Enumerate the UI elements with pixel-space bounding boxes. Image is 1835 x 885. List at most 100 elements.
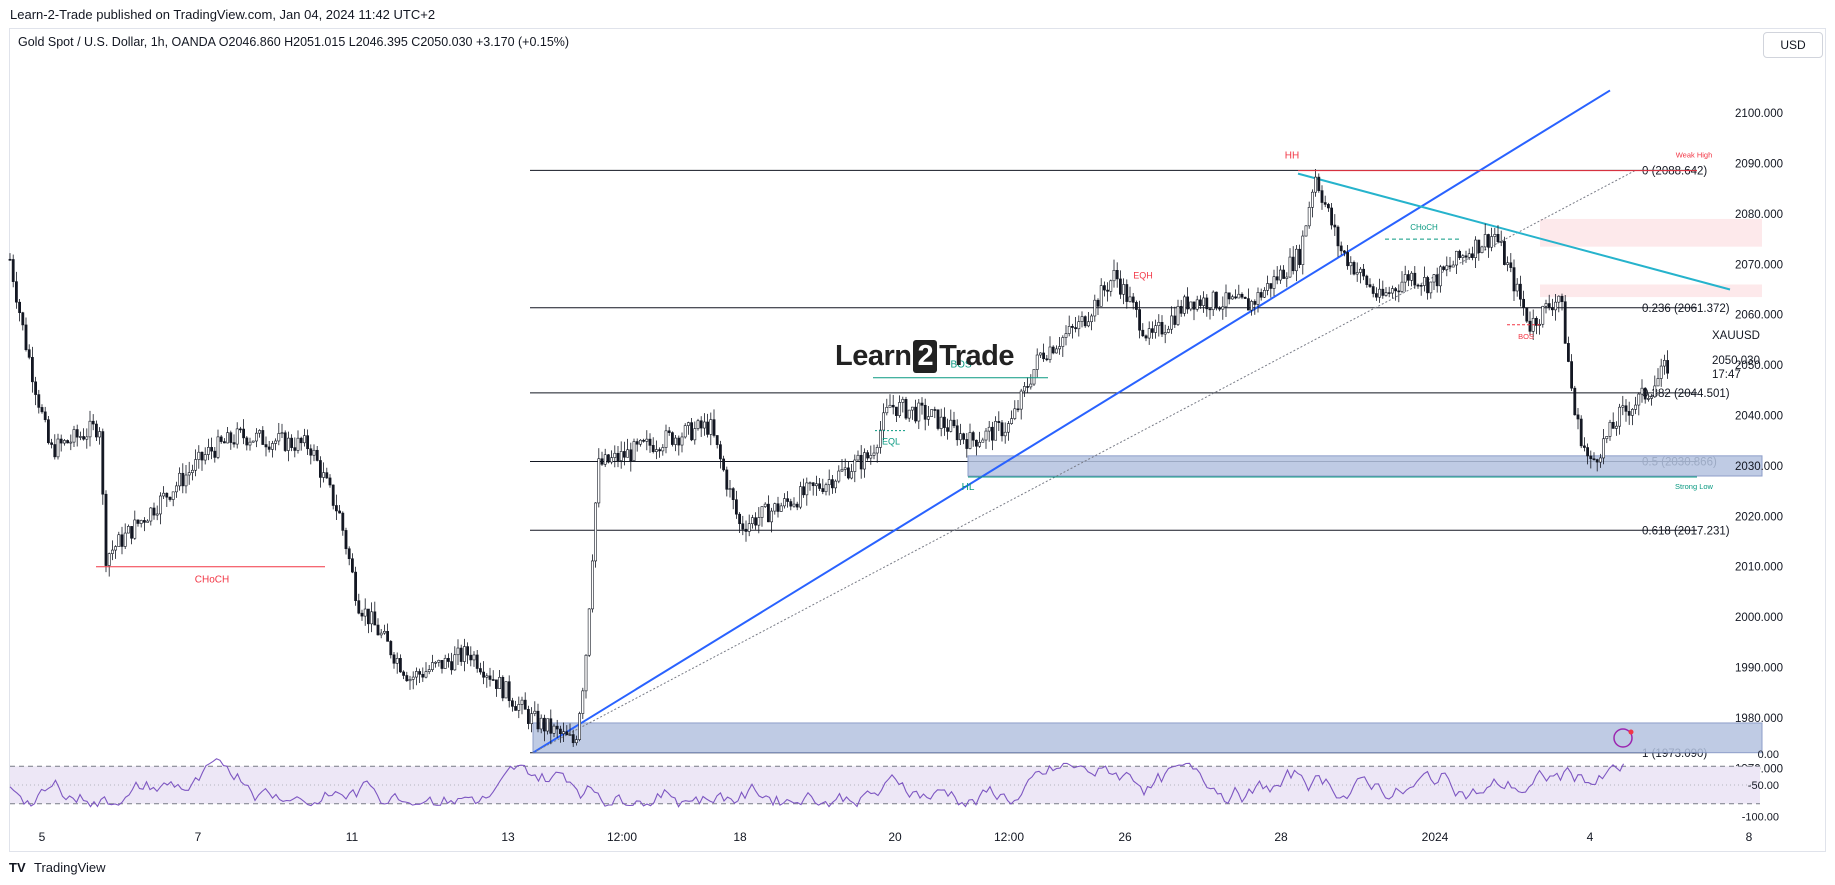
candle-body [1563,301,1567,344]
candle-body [1666,360,1670,374]
choch-top-label: CHoCH [1410,223,1438,232]
time-tick-label: 8 [1746,830,1753,844]
candle-body [293,447,297,451]
candle-body [1557,295,1561,303]
candle-body [258,430,262,434]
candle-body [581,690,585,714]
candle-body [613,452,617,458]
candle-body [1311,191,1314,208]
candle-body [405,675,409,682]
candle-body [1221,306,1225,310]
candle-body [1576,414,1580,420]
candle-body [1039,352,1042,356]
candle-body [488,675,492,680]
candle-body [347,548,351,560]
candle-body [904,399,908,419]
candle-body [53,444,57,458]
tradingview-footer[interactable]: TV TradingView [9,860,106,875]
candle-body [1096,299,1100,307]
candle-body [555,725,559,730]
candle-body [18,301,22,313]
candle-body [1010,418,1014,424]
candle-body [334,505,338,512]
candle-body [1464,255,1468,258]
time-tick-label: 12:00 [994,830,1024,844]
candle-body [635,441,639,445]
candle-body [709,419,713,435]
candle-body [1173,315,1177,325]
candle-body [498,676,502,689]
candle-body [1448,265,1452,268]
candle-body [962,433,966,440]
price-tick-label: 2100.000 [1735,108,1783,120]
candle-body [786,498,790,502]
candle-body [187,472,191,476]
currency-button[interactable]: USD [1763,32,1823,58]
watermark-post: Trade [939,340,1014,372]
candle-body [1006,423,1010,433]
candle-body [1000,422,1004,437]
candle-body [79,436,82,438]
candle-body [34,381,38,395]
candle-body [15,281,18,303]
candle-body [690,422,694,441]
candle-body [990,426,994,441]
time-tick-label: 5 [39,830,46,844]
candle-body [1637,393,1641,406]
candle-body [571,734,575,744]
candle-body [1643,387,1647,400]
watermark-pre: Learn [835,340,912,372]
candle-body [1186,296,1190,310]
candle-body [219,436,223,442]
candle-body [722,458,726,471]
candle-body [1067,326,1071,334]
candle-body [1589,455,1593,460]
candle-body [866,452,870,459]
candle-body [638,439,642,445]
candle-body [728,488,732,490]
uptrend-line [532,89,1611,754]
candle-body [1151,328,1154,333]
candle-body [1474,239,1478,258]
price-tick-label: 2040.000 [1735,411,1783,423]
candle-body [654,449,658,452]
candle-body [514,706,518,711]
candle-body [107,553,111,566]
candle-body [98,431,102,438]
candle-body [619,451,623,462]
candle-body [789,501,793,507]
candle-body [1467,253,1471,258]
time-tick-label: 7 [195,830,202,844]
candle-body [1599,457,1602,463]
fib-label: 0 (2088.642) [1642,165,1707,177]
candle-body [434,661,438,664]
candle-body [450,661,454,671]
candle-body [821,488,825,492]
candle-body [1003,431,1007,437]
candle-body [782,498,786,507]
candle-body [504,681,508,699]
candle-body [30,357,34,383]
candle-body [853,459,857,472]
tradingview-logo-icon: TV [9,860,26,875]
candle-body [239,428,242,431]
candle-body [111,549,114,554]
candle-body [1237,293,1241,299]
candle-body [501,676,505,699]
candle-body [475,654,479,669]
candle-body [1195,299,1199,310]
candle-body [958,433,962,441]
candle-body [530,713,534,724]
candle-body [143,520,146,523]
candle-body [693,428,697,441]
candle-body [827,479,831,486]
candle-body [104,493,108,566]
symbol-legend: Gold Spot / U.S. Dollar, 1h, OANDA O2046… [18,35,570,49]
candle-body [402,671,406,676]
candle-body [491,679,495,681]
candle-body [1480,246,1484,253]
candle-body [670,432,674,445]
candle-body [1176,306,1180,325]
candle-body [1579,418,1583,447]
